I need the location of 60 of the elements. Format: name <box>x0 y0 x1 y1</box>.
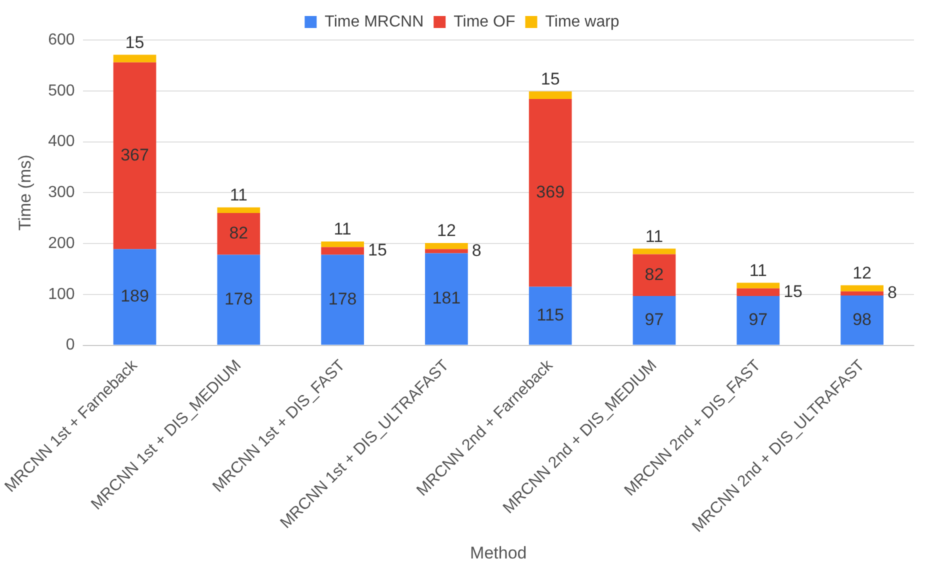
bar <box>840 291 884 296</box>
data-label: 82 <box>229 224 248 243</box>
y-tick-label: 100 <box>48 286 75 303</box>
x-axis-title: Method <box>470 543 527 562</box>
data-label: 11 <box>749 260 767 280</box>
y-tick-label: 600 <box>48 31 75 48</box>
data-label: 8 <box>472 240 482 260</box>
data-label: 12 <box>852 263 872 282</box>
y-tick-label: 200 <box>48 234 75 252</box>
bar <box>736 288 780 296</box>
bar <box>113 54 156 62</box>
data-label: 97 <box>644 310 664 330</box>
data-label: 82 <box>644 264 664 284</box>
y-tick-label: 300 <box>48 184 75 202</box>
bar <box>736 296 780 345</box>
bar <box>113 62 156 250</box>
bar <box>632 296 676 345</box>
bar <box>321 247 364 255</box>
data-label: 15 <box>368 240 387 260</box>
bar <box>321 254 364 345</box>
data-label: 178 <box>224 289 253 308</box>
bar <box>528 99 572 287</box>
bar <box>425 243 468 250</box>
legend-label: Time MRCNN <box>324 13 424 30</box>
data-label: 115 <box>536 305 564 324</box>
data-label: 367 <box>120 145 149 164</box>
data-label: 15 <box>784 282 802 301</box>
bar <box>632 248 676 254</box>
legend-label: Time warp <box>545 13 620 30</box>
data-label: 8 <box>887 283 897 302</box>
bar <box>528 286 572 345</box>
bar <box>632 254 676 296</box>
bar <box>425 249 468 254</box>
bar <box>840 285 884 292</box>
bar <box>528 91 572 100</box>
y-tick-label: 0 <box>66 336 75 354</box>
data-label: 178 <box>328 289 357 308</box>
y-axis-title: Time (ms) <box>16 154 35 231</box>
y-tick-label: 500 <box>48 82 75 100</box>
bar <box>425 253 468 345</box>
bar <box>736 282 780 288</box>
bar <box>217 254 260 345</box>
bar <box>840 295 884 345</box>
bar <box>217 213 260 255</box>
data-label: 15 <box>125 32 144 52</box>
bar <box>217 207 260 214</box>
data-label: 369 <box>536 182 565 202</box>
data-label: 11 <box>645 226 664 246</box>
data-label: 98 <box>852 310 872 329</box>
data-label: 97 <box>748 310 768 330</box>
data-label: 189 <box>120 286 149 306</box>
data-label: 181 <box>432 288 461 308</box>
data-label: 15 <box>540 70 560 89</box>
data-label: 11 <box>334 220 352 239</box>
data-label: 11 <box>230 186 248 205</box>
bar <box>113 249 156 345</box>
legend-label: Time OF <box>454 13 516 30</box>
data-label: 12 <box>436 221 456 240</box>
bar <box>321 242 364 248</box>
y-tick-label: 400 <box>48 133 75 150</box>
